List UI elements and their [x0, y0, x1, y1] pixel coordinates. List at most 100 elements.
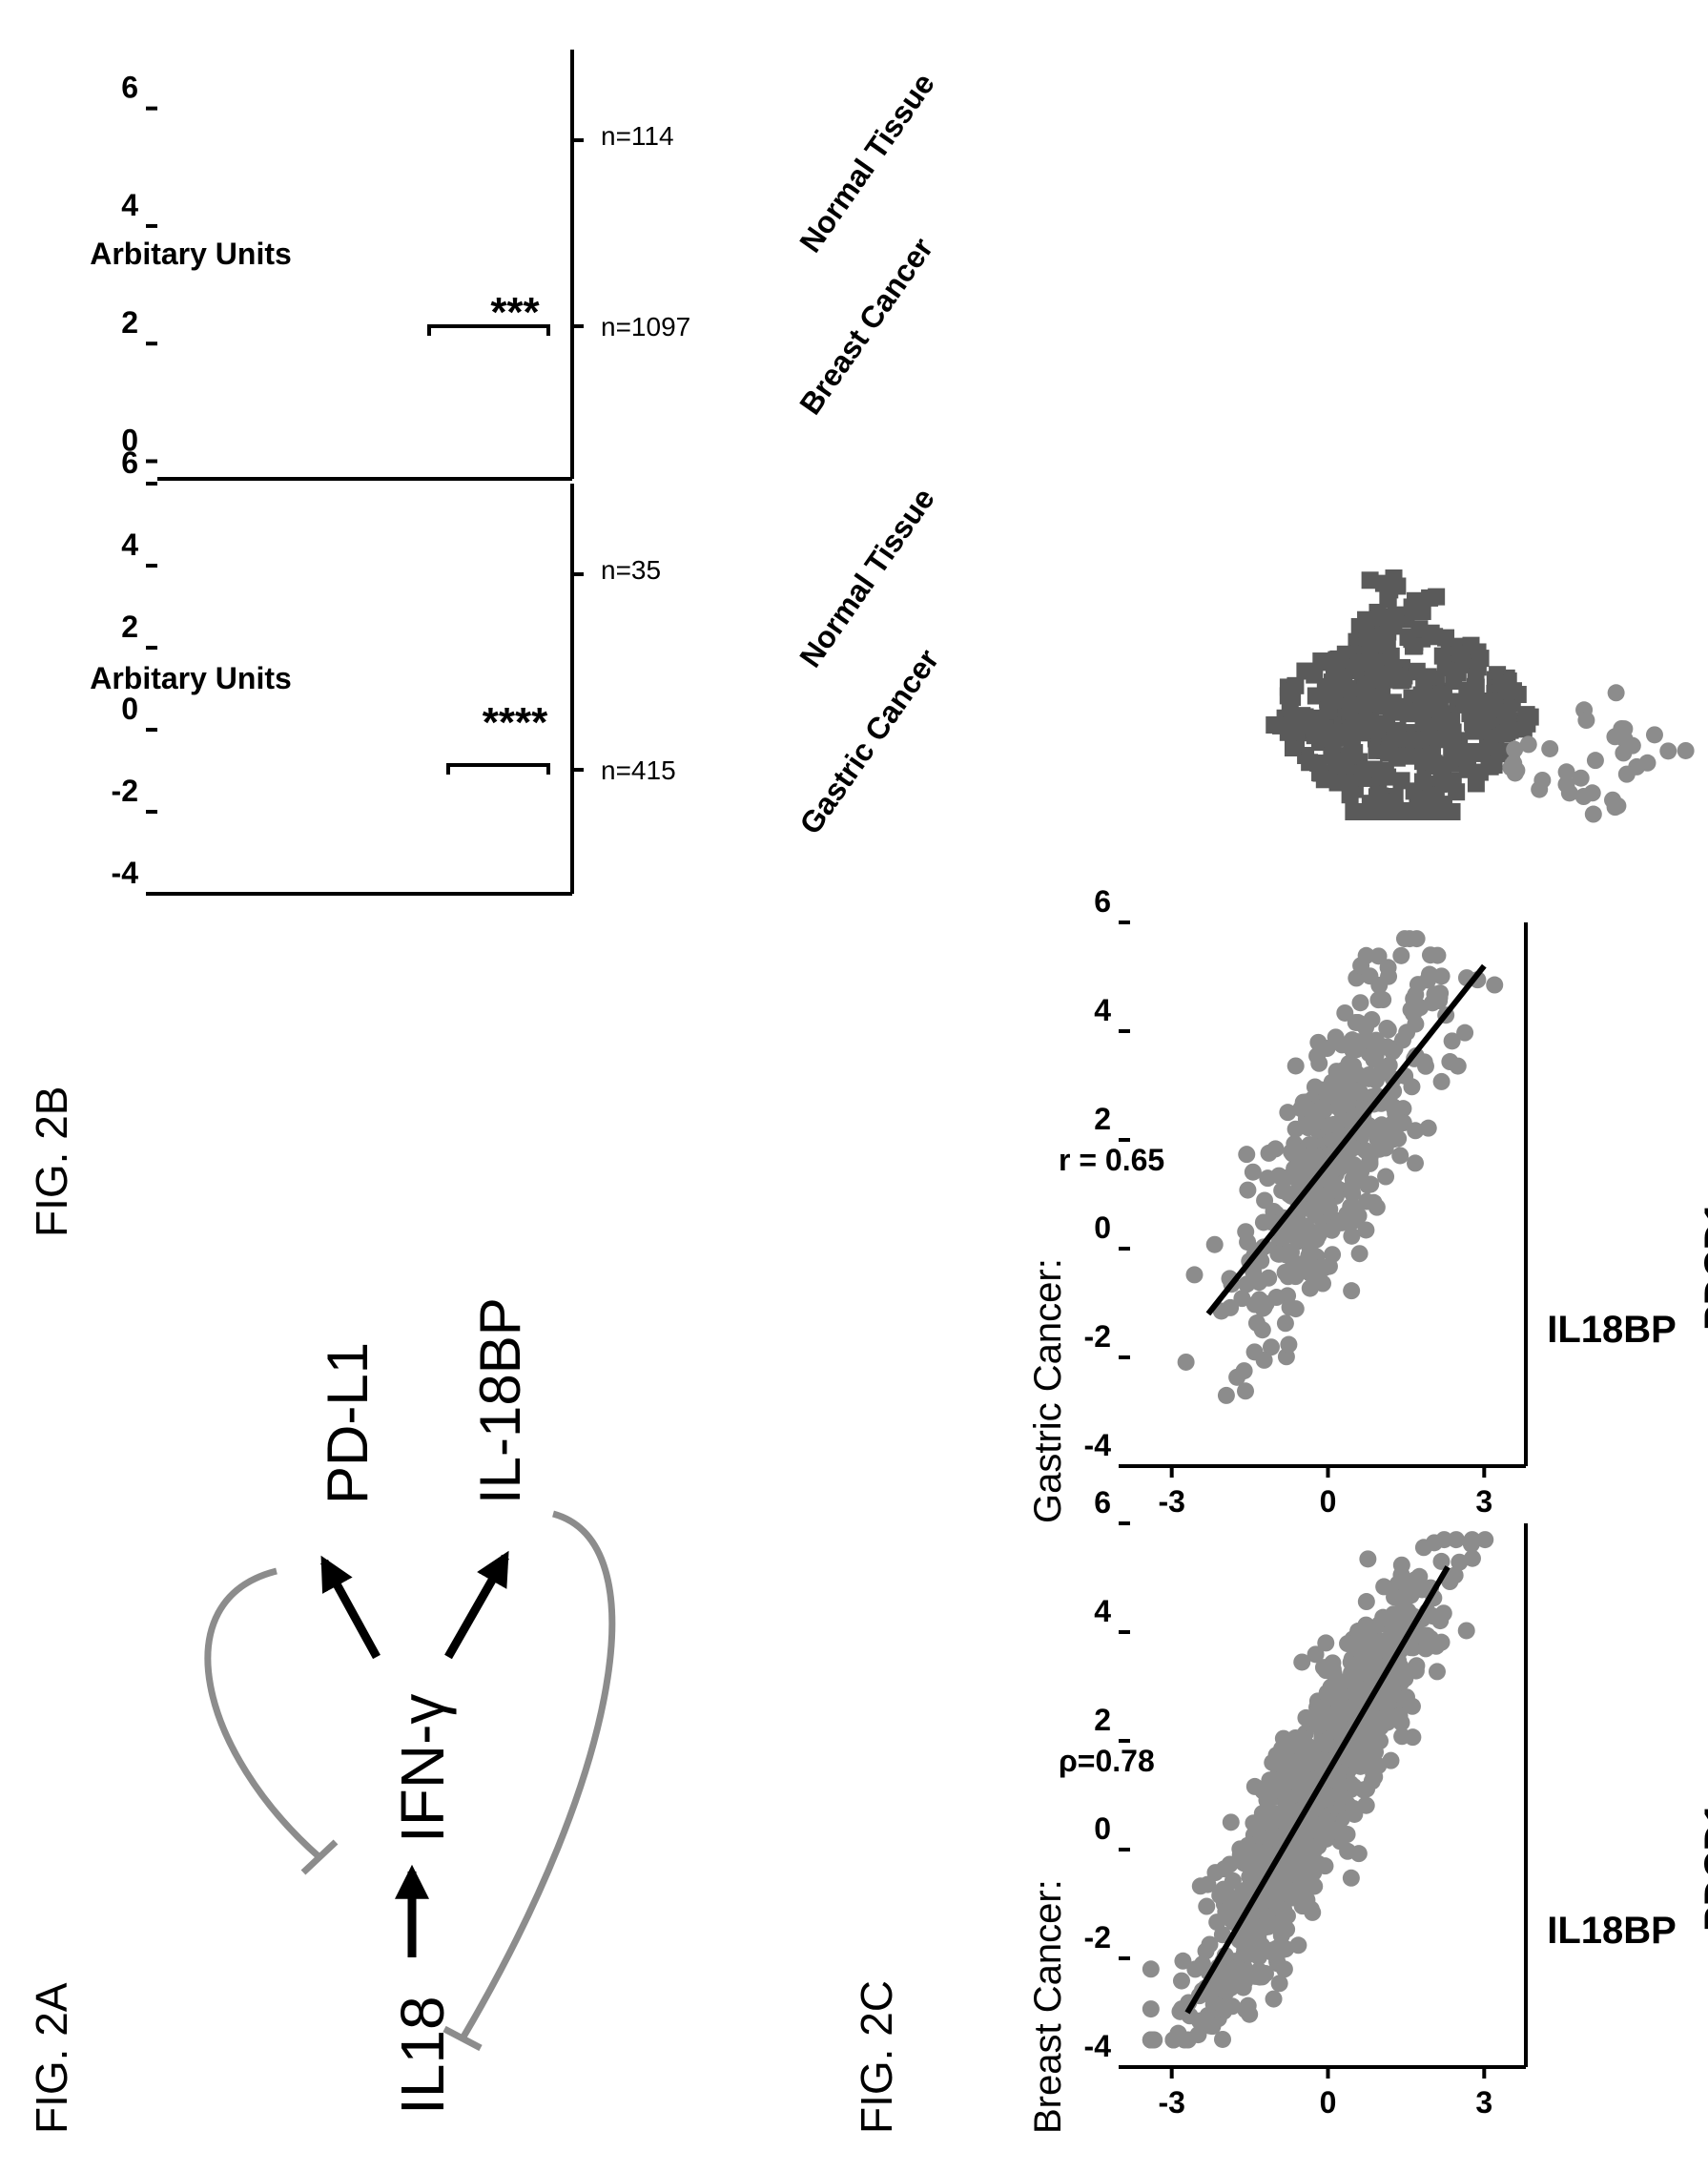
x-tick-label: -3: [1158, 1484, 1184, 1519]
breast-correlation-scatter: Breast Cancer: 6 4 2 0 -2 -4 -3 0 3 IL18BP PDCD…: [1027, 1485, 1708, 2134]
scatter-point: [1379, 1021, 1397, 1039]
scatter-point: [1237, 1382, 1255, 1400]
y-tick-label: -4: [112, 856, 139, 890]
y-tick-label: 6: [1094, 884, 1111, 919]
dot-point: [1392, 772, 1410, 790]
scatter-point: [1379, 959, 1397, 977]
dot-point: [1394, 671, 1412, 689]
scatter-point: [1308, 1046, 1327, 1065]
scatter-point: [1142, 2031, 1160, 2049]
scatter-point: [1343, 1057, 1361, 1075]
scatter-point: [1375, 1064, 1393, 1082]
dot-point: [1519, 735, 1537, 754]
dot-point: [1397, 747, 1415, 765]
breast-significance-bracket: [427, 324, 550, 336]
dot-point: [1410, 620, 1429, 638]
dot-point: [1518, 714, 1536, 733]
dot-point: [1337, 756, 1355, 775]
dot-point: [1574, 788, 1593, 806]
scatter-point: [1276, 1314, 1294, 1333]
breast-corr-y-ticks: 6 4 2 0 -2 -4: [1084, 1485, 1130, 2069]
dot-point: [1455, 695, 1473, 714]
dot-point: [1341, 702, 1359, 720]
breast-corr-y-axis-label: PDCD1: [1698, 1802, 1708, 1932]
scatter-point: [1316, 1732, 1334, 1750]
scatter-point: [1432, 967, 1451, 985]
dot-point: [1429, 803, 1447, 820]
dot-point: [1645, 726, 1663, 744]
dot-point: [1279, 723, 1297, 741]
x-tick-label: 3: [1475, 1484, 1492, 1519]
scatter-point: [1404, 1728, 1422, 1747]
breast-corr-stat: ρ=0.78: [1059, 1744, 1155, 1778]
breast-category-normal: Normal Tissue: [792, 67, 941, 259]
y-tick-label: 4: [121, 527, 138, 562]
scatter-point: [1449, 1057, 1467, 1075]
dot-point: [1444, 733, 1462, 751]
dot-point: [1432, 759, 1451, 777]
scatter-point: [1302, 1231, 1320, 1249]
scatter-point: [1233, 1290, 1251, 1308]
scatter-point: [1293, 1653, 1311, 1671]
scatter-point: [1351, 994, 1369, 1012]
gastric-n-cancer: n=415: [601, 755, 676, 785]
breast-corr-fit-line: [1184, 1565, 1451, 2015]
x-tick-label: -3: [1158, 2085, 1184, 2120]
scatter-point: [1213, 1926, 1231, 1944]
scatter-point: [1222, 1813, 1240, 1831]
scatter-point: [1342, 1179, 1360, 1197]
fig-2a-pathway-diagram: FIG. 2A IL18 IFN-γ PD-L1 IL-18BP: [27, 1297, 616, 2134]
scatter-point: [1443, 1032, 1461, 1050]
dot-point: [1286, 676, 1305, 694]
scatter-point: [1253, 1321, 1271, 1339]
scatter-point: [1315, 1101, 1333, 1119]
dot-point: [1617, 765, 1636, 783]
scatter-point: [1308, 1698, 1327, 1716]
scatter-point: [1177, 1353, 1195, 1371]
scatter-point: [1262, 1338, 1280, 1356]
gastric-significance-stars: ****: [483, 699, 548, 746]
scatter-point: [1296, 1741, 1314, 1759]
scatter-point: [1419, 1119, 1437, 1137]
scatter-point: [1322, 1678, 1340, 1696]
dot-point: [1466, 722, 1484, 740]
scatter-point: [1386, 1588, 1404, 1606]
scatter-point: [1270, 1975, 1288, 1993]
scatter-point: [1377, 1697, 1395, 1715]
scatter-point: [1333, 1036, 1351, 1054]
scatter-point: [1279, 1104, 1297, 1122]
dot-point: [1356, 760, 1374, 778]
dot-point: [1323, 747, 1341, 765]
dot-point: [1327, 651, 1346, 669]
y-tick-label: 2: [1094, 1703, 1111, 1737]
scatter-point: [1350, 1245, 1368, 1263]
scatter-point: [1476, 1531, 1494, 1549]
scatter-point: [1316, 1857, 1334, 1875]
dot-point: [1380, 744, 1398, 762]
scatter-point: [1299, 1100, 1317, 1118]
scatter-point: [1296, 1846, 1314, 1864]
scatter-point: [1164, 2031, 1183, 2049]
scatter-point: [1239, 1181, 1257, 1199]
scatter-point: [1378, 1038, 1396, 1056]
scatter-point: [1407, 985, 1425, 1003]
scatter-point: [1215, 1880, 1233, 1898]
dot-point: [1462, 636, 1480, 654]
scatter-point: [1280, 1335, 1298, 1354]
scatter-point: [1255, 1351, 1273, 1369]
scatter-point: [1217, 1386, 1235, 1404]
scatter-point: [1339, 1842, 1357, 1860]
y-tick-label: -4: [1084, 2029, 1112, 2063]
scatter-point: [1416, 1057, 1434, 1075]
scatter-point: [1343, 1227, 1361, 1245]
dot-point: [1385, 569, 1403, 588]
scatter-point: [1358, 1665, 1376, 1683]
dot-point: [1496, 725, 1514, 743]
scatter-point: [1374, 991, 1392, 1009]
dot-point: [1413, 603, 1431, 621]
dot-point: [1615, 744, 1633, 762]
scatter-point: [1205, 1235, 1224, 1253]
dot-point: [1315, 771, 1333, 789]
gastric-corr-points: [1177, 930, 1504, 1404]
